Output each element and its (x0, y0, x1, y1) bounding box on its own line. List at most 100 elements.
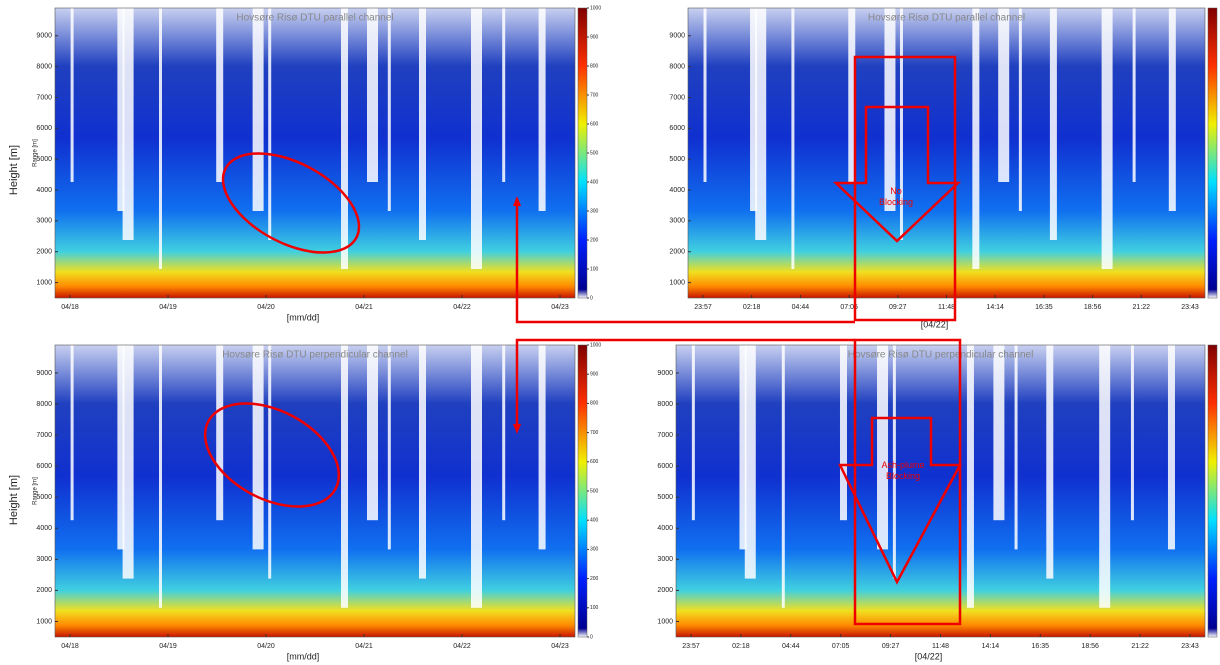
y-tick-label: 3000 (36, 218, 52, 225)
colorbar-tick-label: 800 (590, 401, 599, 407)
y-tick-label: 2000 (657, 587, 673, 594)
x-tick-label: 02:18 (743, 304, 761, 311)
y-axis-label: Range [m] (33, 139, 39, 167)
colorbar-tick-label: 200 (590, 576, 599, 582)
data-gap (1018, 8, 1022, 211)
y-tick-label: 7000 (36, 94, 52, 101)
data-gap (387, 8, 391, 211)
y-axis-label: Height [m] (8, 475, 20, 525)
colorbar-tick-label: 800 (590, 63, 599, 69)
y-tick-label: 3000 (669, 218, 685, 225)
x-tick-label: 04:44 (782, 643, 800, 650)
y-tick-label: 7000 (669, 94, 685, 101)
data-gap (268, 8, 272, 240)
x-axis-label: [04/22] (915, 651, 943, 661)
x-tick-label: 09:27 (889, 304, 907, 311)
y-tick-label: 4000 (36, 525, 52, 532)
x-tick-label: 09:27 (882, 643, 900, 650)
data-gap (268, 345, 272, 579)
x-tick-label: 23:57 (682, 643, 700, 650)
data-gap (502, 8, 506, 182)
chart-title: Hovsøre Risø DTU parallel channel (236, 13, 393, 24)
data-gap (216, 8, 224, 182)
y-tick-label: 9000 (36, 33, 52, 40)
data-gap (781, 345, 785, 608)
data-gap (117, 8, 125, 211)
y-tick-label: 7000 (657, 432, 673, 439)
y-tick-label: 5000 (36, 494, 52, 501)
plot-frame (54, 7, 576, 299)
plot-frame (54, 344, 576, 638)
data-gap (252, 8, 264, 211)
colorbar-tick-label: 0 (590, 634, 593, 640)
x-tick-label: 11:48 (932, 643, 949, 650)
data-gap (791, 8, 795, 269)
x-tick-label: 04/18 (61, 304, 79, 311)
y-tick-label: 8000 (669, 63, 685, 70)
colorbar-tick-label: 900 (590, 34, 599, 40)
y-tick-label: 5000 (36, 156, 52, 163)
data-gap (419, 8, 426, 240)
y-tick-label: 3000 (657, 556, 673, 563)
data-gap (387, 345, 391, 550)
data-gap (966, 345, 974, 608)
data-gap (998, 8, 1010, 182)
data-gap (419, 345, 426, 579)
colorbar (577, 344, 588, 638)
y-tick-label: 6000 (657, 463, 673, 470)
data-gap (839, 345, 847, 521)
data-gap (117, 345, 125, 550)
heatmap-image (676, 345, 1205, 637)
x-tick-label: 02:18 (732, 643, 750, 650)
x-tick-label: 11:48 (938, 304, 955, 311)
annotation-line: Ash-plume (881, 460, 924, 470)
y-tick-label: 2000 (36, 587, 52, 594)
data-gap (1014, 345, 1018, 550)
colorbar-tick-label: 600 (590, 459, 599, 465)
x-tick-label: 14:14 (986, 304, 1004, 311)
colorbar-tick-label: 100 (590, 605, 599, 611)
data-gap (877, 345, 889, 550)
data-gap (341, 8, 348, 269)
y-tick-label: 8000 (36, 401, 52, 408)
data-gap (252, 345, 264, 550)
data-gap (750, 8, 758, 211)
y-tick-label: 1000 (36, 618, 52, 625)
heatmap-image (55, 8, 575, 298)
colorbar (1207, 7, 1218, 299)
arrowhead (513, 196, 521, 206)
y-tick-label: 6000 (36, 125, 52, 132)
data-gap (538, 345, 546, 550)
x-tick-label: 04/22 (453, 643, 471, 650)
data-gap (993, 345, 1005, 521)
colorbar-tick-label: 100 (590, 266, 599, 272)
chart-title: Hovsøre Risø DTU perpendicular channel (222, 350, 408, 361)
y-tick-label: 9000 (669, 33, 685, 40)
y-tick-label: 4000 (669, 187, 685, 194)
data-gap (1168, 8, 1176, 211)
colorbar-tick-label: 900 (590, 372, 599, 378)
y-tick-label: 9000 (36, 370, 52, 377)
x-tick-label: 16:35 (1035, 304, 1053, 311)
data-gap (755, 8, 767, 240)
annotation-line: No (890, 186, 902, 196)
data-gap (848, 8, 856, 182)
annotation-line: Blocking (879, 197, 913, 207)
colorbar-tick-label: 1000 (590, 5, 601, 11)
colorbar-tick-label: 0 (590, 295, 593, 301)
y-tick-label: 6000 (36, 463, 52, 470)
data-gap (471, 345, 482, 608)
data-gap (159, 8, 162, 269)
data-gap (1046, 345, 1054, 579)
data-gap (1099, 345, 1111, 608)
data-gap (899, 8, 903, 240)
annotation-shapes (203, 55, 963, 626)
x-tick-label: 16:35 (1032, 643, 1050, 650)
x-tick-label: 23:43 (1181, 304, 1199, 311)
data-gap (1130, 345, 1134, 521)
y-tick-label: 2000 (36, 249, 52, 256)
y-tick-label: 5000 (669, 156, 685, 163)
x-tick-label: 18:56 (1081, 643, 1099, 650)
y-tick-label: 1000 (669, 279, 685, 286)
